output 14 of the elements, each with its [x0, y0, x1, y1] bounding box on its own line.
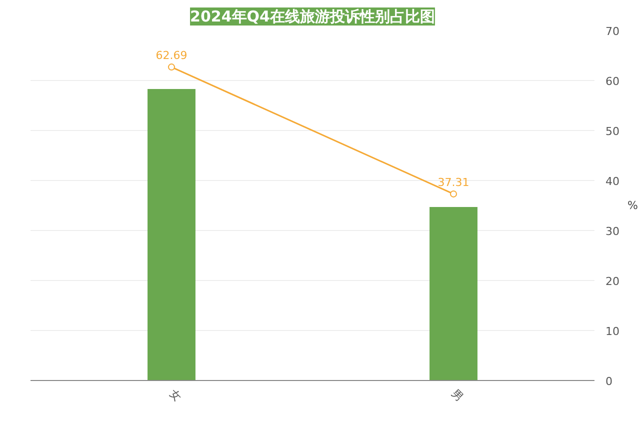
- y-tick-label: 0: [606, 375, 612, 388]
- y-tick-label: 50: [606, 125, 620, 138]
- data-label: 62.69: [156, 49, 188, 62]
- y-axis-title: %: [627, 199, 638, 212]
- y-tick-label: 60: [606, 75, 620, 88]
- data-label: 37.31: [438, 176, 470, 189]
- y-tick-label: 10: [606, 325, 620, 338]
- y-tick-label: 20: [606, 275, 620, 288]
- y-tick-label: 70: [606, 25, 620, 38]
- y-tick-label: 30: [606, 225, 620, 238]
- x-tick-label: 男: [448, 386, 466, 404]
- chart-title: 2024年Q4在线旅游投诉性别占比图: [190, 8, 435, 26]
- y-tick-label: 40: [606, 175, 620, 188]
- x-tick-label: 女: [166, 386, 184, 404]
